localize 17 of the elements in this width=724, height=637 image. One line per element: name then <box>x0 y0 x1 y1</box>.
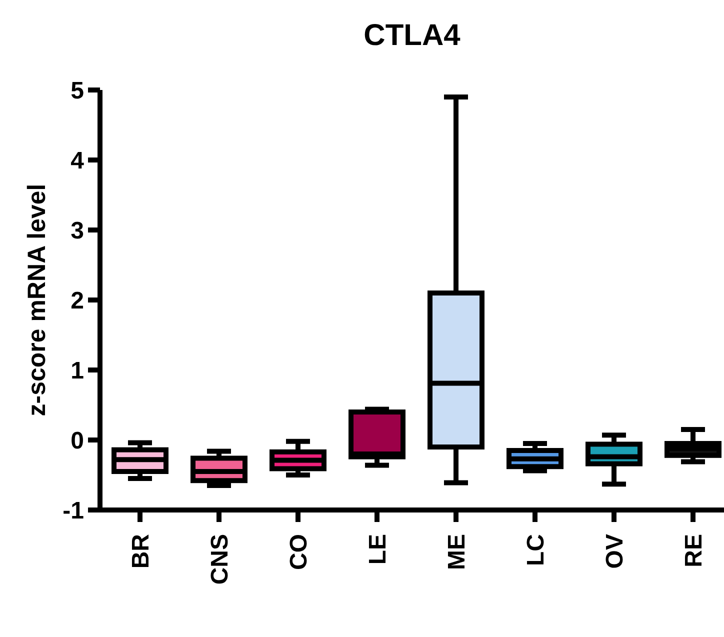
x-tick-label: ME <box>443 534 470 570</box>
x-tick-label: OV <box>601 534 628 569</box>
y-tick-label: 1 <box>70 357 84 384</box>
y-tick-label: 3 <box>70 217 84 244</box>
x-tick-label: RE <box>680 534 708 568</box>
y-tick-label: 2 <box>70 287 84 314</box>
y-tick-label: 0 <box>70 427 84 454</box>
chart-title: CTLA4 <box>364 19 461 52</box>
x-tick-label: CNS <box>206 534 234 585</box>
x-tick-label: BR <box>127 534 154 569</box>
y-tick-label: -1 <box>62 497 84 524</box>
y-axis-title: z-score mRNA level <box>23 184 51 416</box>
x-tick-label: LE <box>364 534 392 565</box>
y-tick-label: 5 <box>70 77 84 104</box>
x-tick-label: LC <box>522 534 550 566</box>
y-tick-label: 4 <box>70 147 85 174</box>
x-tick-label: CO <box>285 534 312 570</box>
